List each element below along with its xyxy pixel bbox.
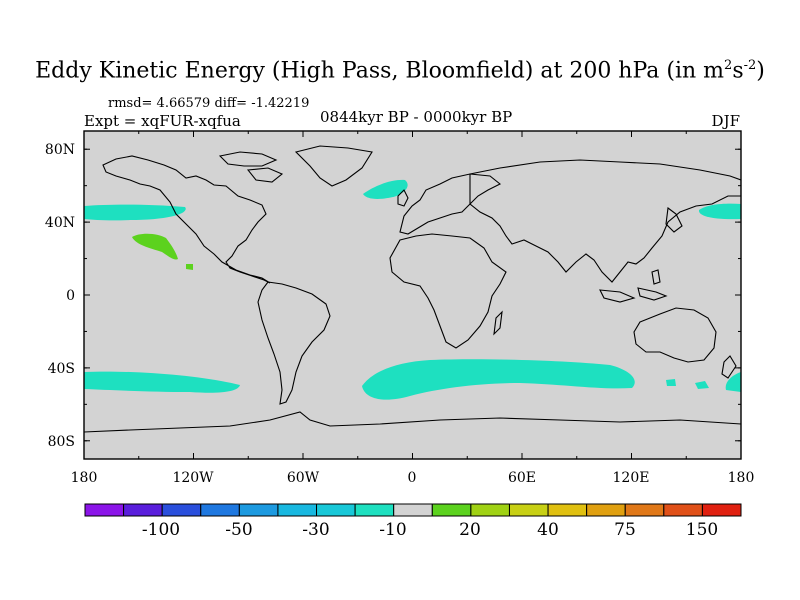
- anomaly-patch-southern-ocean-small-1: [666, 379, 676, 386]
- coastline-asia: [469, 159, 741, 283]
- ytick-label: 80N: [44, 142, 75, 158]
- season-label: DJF: [711, 112, 740, 130]
- colorbar-swatch: [508, 503, 549, 517]
- colorbar-swatch: [586, 503, 626, 517]
- xtick-label: 120W: [172, 470, 214, 486]
- ytick-label: 80S: [47, 434, 75, 450]
- coastline-north-america: [102, 155, 271, 284]
- coastline-madagascar: [493, 310, 503, 336]
- xtick-label: 180: [70, 470, 98, 486]
- coastline-africa: [389, 233, 507, 349]
- period-label: 0844kyr BP - 0000kyr BP: [320, 108, 513, 126]
- anomaly-patch-southern-ocean-atlantic-indian: [362, 359, 635, 400]
- anomaly-patch-central-pacific-small: [186, 264, 193, 270]
- anomaly-patch-southern-ocean-small-2: [695, 381, 709, 389]
- coastline-australia: [633, 307, 717, 363]
- coastline-greenland: [294, 145, 373, 187]
- tick-marks: [83, 131, 742, 459]
- colorbar-swatch: [547, 503, 588, 517]
- ytick-label: 0: [66, 288, 75, 304]
- xtick-label: 180: [727, 470, 755, 486]
- plot-title: Eddy Kinetic Energy (High Pass, Bloomfie…: [35, 58, 765, 84]
- colorbar-swatch: [123, 503, 163, 517]
- coastlines: [84, 145, 741, 433]
- anomaly-patch-central-pacific: [132, 233, 178, 260]
- colorbar-label: 150: [685, 520, 719, 540]
- xtick-label: 0: [407, 470, 417, 486]
- map-background: [84, 131, 741, 459]
- anomaly-patch-southern-ocean-pacific: [84, 371, 240, 393]
- anomaly-patch-north-atlantic: [363, 179, 408, 199]
- colorbar-swatch: [470, 503, 510, 517]
- field-layer: [84, 179, 741, 400]
- colorbar-label: -30: [302, 520, 330, 540]
- coastline-indonesia: [599, 269, 668, 303]
- coastline-new-zealand: [721, 355, 737, 379]
- coastline-britain: [397, 189, 409, 207]
- colorbar-swatch: [84, 503, 125, 517]
- colorbar: [84, 503, 742, 517]
- xtick-label: 60E: [507, 470, 537, 486]
- colorbar-label: -10: [379, 520, 407, 540]
- colorbar-label: -50: [225, 520, 253, 540]
- anomaly-patch-north-pacific-east: [698, 203, 741, 220]
- colorbar-swatch: [701, 503, 742, 517]
- colorbar-label: 40: [537, 520, 559, 540]
- colorbar-label: 75: [614, 520, 636, 540]
- colorbar-swatch: [316, 503, 356, 517]
- coastline-arctic-islands: [218, 151, 284, 183]
- coastline-south-america: [257, 281, 331, 405]
- ytick-label: 40S: [47, 361, 75, 377]
- xtick-label: 60W: [286, 470, 320, 486]
- colorbar-label: 20: [459, 520, 481, 540]
- anomaly-patch-southern-ocean-east: [725, 372, 741, 392]
- ytick-label: 40N: [44, 215, 75, 231]
- experiment-label: Expt = xqFUR-xqfua: [84, 112, 241, 130]
- colorbar-swatch: [238, 503, 279, 517]
- xtick-label: 120E: [612, 470, 650, 486]
- colorbar-swatch: [431, 503, 472, 517]
- colorbar-swatch: [161, 503, 202, 517]
- coastline-antarctica: [84, 411, 741, 433]
- stats-label: rmsd= 4.66579 diff= -1.42219: [108, 96, 310, 111]
- colorbar-label: -100: [141, 520, 181, 540]
- colorbar-swatch: [624, 503, 665, 517]
- coastline-europe: [399, 173, 502, 235]
- coastline-japan: [665, 206, 683, 233]
- colorbar-swatch: [277, 503, 318, 517]
- colorbar-swatch: [393, 503, 433, 517]
- colorbar-swatch: [663, 503, 703, 517]
- colorbar-swatch: [200, 503, 240, 517]
- anomaly-patch-north-pacific-west: [84, 204, 186, 221]
- colorbar-swatch: [354, 503, 395, 517]
